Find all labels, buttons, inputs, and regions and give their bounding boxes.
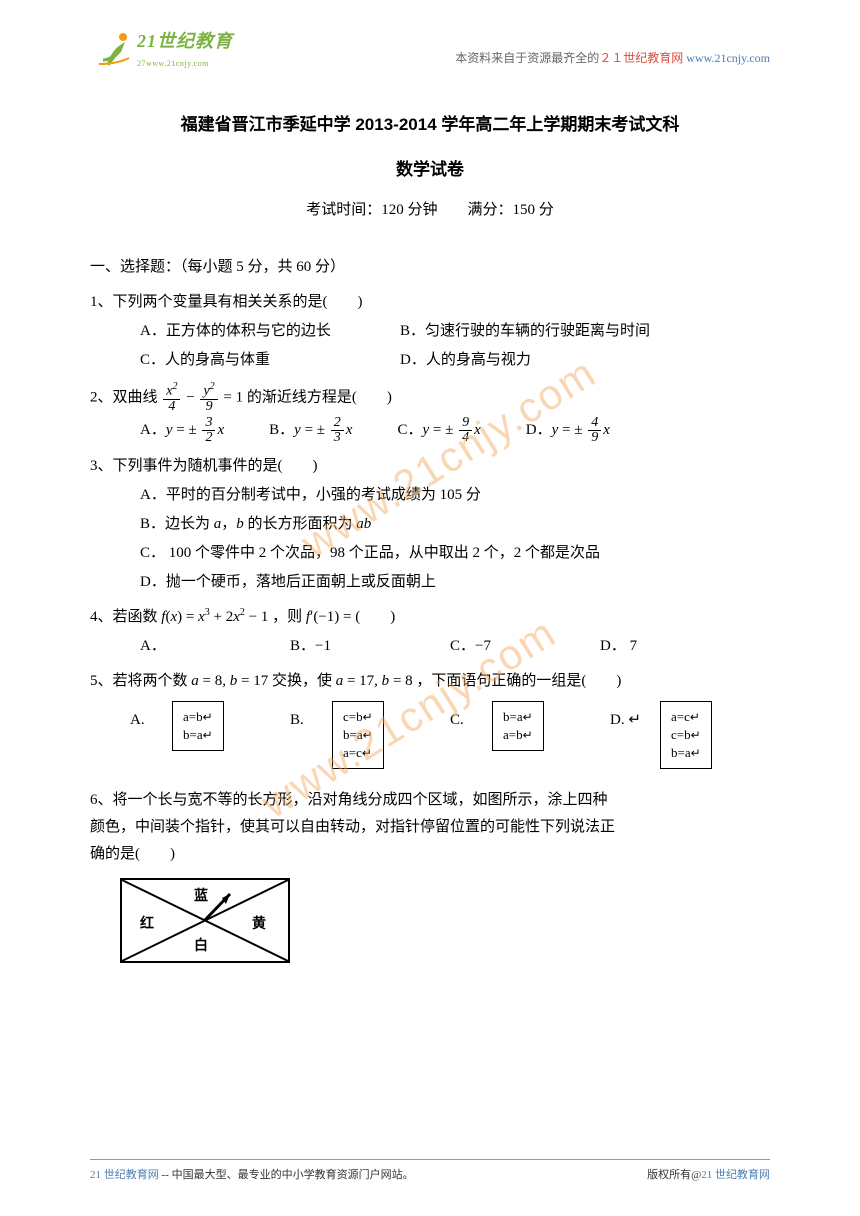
- logo-text-en: 27www.21cnjy.com: [137, 57, 233, 71]
- q5-label-c: C.: [450, 701, 492, 734]
- q5-box-b: c=b↵b=a↵a=c↵: [332, 701, 384, 770]
- header-logo: 21世纪教育 27www.21cnjy.com: [95, 25, 233, 72]
- q6-line2: 颜色，中间装个指针，使其可以自由转动，对指针停留位置的可能性下列说法正: [90, 814, 770, 841]
- question-6: 6、将一个长与宽不等的长方形，沿对角线分成四个区域，如图所示，涂上四种 颜色，中…: [90, 787, 770, 963]
- q4-opt-a: A．: [140, 633, 290, 660]
- exam-info: 考试时间：120 分钟 满分：150 分: [90, 197, 770, 224]
- q5-label-d: D. ↵: [610, 701, 660, 734]
- q5-label-a: A.: [130, 701, 172, 734]
- header-source: 本资料来自于资源最齐全的２１世纪教育网 www.21cnjy.com: [455, 48, 770, 70]
- q2-suffix: 的渐近线方程是( ): [247, 389, 392, 405]
- spinner-label-left: 红: [140, 912, 154, 937]
- q1-opt-b: B．匀速行驶的车辆的行驶距离与时间: [400, 318, 700, 345]
- q2-opt-b: B．y = ± 23x: [254, 416, 352, 445]
- footer-left-link[interactable]: 21 世纪教育网: [90, 1169, 159, 1181]
- q2-opt-d: D．y = ± 49x: [511, 416, 610, 445]
- footer-left-text: -- 中国最大型、最专业的中小学教育资源门户网站。: [159, 1169, 414, 1181]
- q4-stem: 4、若函数 f(x) = x3 + 2x2 − 1 ，则 f′(−1) = ( …: [90, 604, 770, 631]
- question-3: 3、下列事件为随机事件的是( ) A．平时的百分制考试中，小强的考试成绩为 10…: [90, 453, 770, 596]
- q5-options: A. a=b↵b=a↵ B. c=b↵b=a↵a=c↵ C. b=a↵a=b↵ …: [90, 701, 770, 770]
- footer-left: 21 世纪教育网 -- 中国最大型、最专业的中小学教育资源门户网站。: [90, 1166, 414, 1186]
- q5-box-c: b=a↵a=b↵: [492, 701, 544, 751]
- spinner-label-top: 蓝: [194, 884, 208, 909]
- q1-opt-a: A．正方体的体积与它的边长: [140, 318, 400, 345]
- footer: 21 世纪教育网 -- 中国最大型、最专业的中小学教育资源门户网站。 版权所有@…: [90, 1159, 770, 1186]
- question-2: 2、双曲线 x24 − y29 = 1 的渐近线方程是( ) A．y = ± 3…: [90, 382, 770, 445]
- footer-right-link[interactable]: 21 世纪教育网: [701, 1169, 770, 1181]
- q5-box-a: a=b↵b=a↵: [172, 701, 224, 751]
- question-1: 1、下列两个变量具有相关关系的是( ) A．正方体的体积与它的边长 B．匀速行驶…: [90, 289, 770, 374]
- spinner-label-bottom: 白: [194, 934, 208, 959]
- q3-stem: 3、下列事件为随机事件的是( ): [90, 453, 770, 480]
- q6-line3: 确的是( ): [90, 841, 770, 868]
- logo-text-cn: 21世纪教育: [137, 25, 233, 57]
- source-link[interactable]: www.21cnjy.com: [686, 51, 770, 65]
- q5-box-d: a=c↵c=b↵b=a↵: [660, 701, 712, 770]
- q5-label-b: B.: [290, 701, 332, 734]
- spinner-label-right: 黄: [252, 912, 266, 937]
- q4-opt-d: D． 7: [600, 633, 637, 660]
- q3-opt-b: B．边长为 a，b 的长方形面积为 ab: [140, 511, 371, 538]
- section-heading: 一、选择题：（每小题 5 分，共 60 分）: [90, 254, 770, 281]
- q4-prefix: 4、若函数: [90, 609, 161, 625]
- q4-opt-b: B．−1: [290, 633, 450, 660]
- q3-opt-d: D．抛一个硬币，落地后正面朝上或反面朝上: [140, 569, 436, 596]
- q2-opt-a: A．y = ± 32x: [140, 416, 224, 445]
- question-5: 5、若将两个数 a = 8, b = 17 交换，使 a = 17, b = 8…: [90, 668, 770, 770]
- q3-opt-c: C． 100 个零件中 2 个次品，98 个正品，从中取出 2 个，2 个都是次…: [140, 540, 600, 567]
- q5-stem: 5、若将两个数 a = 8, b = 17 交换，使 a = 17, b = 8…: [90, 668, 770, 695]
- page-title: 福建省晋江市季延中学 2013-2014 学年高二年上学期期末考试文科: [90, 110, 770, 141]
- q6-line1: 6、将一个长与宽不等的长方形，沿对角线分成四个区域，如图所示，涂上四种: [90, 787, 770, 814]
- q2-prefix: 2、双曲线: [90, 389, 158, 405]
- q2-stem: 2、双曲线 x24 − y29 = 1 的渐近线方程是( ): [90, 382, 770, 414]
- spinner-figure: 蓝 红 黄 白: [120, 878, 290, 963]
- q1-stem: 1、下列两个变量具有相关关系的是( ): [90, 289, 770, 316]
- source-text: 本资料来自于资源最齐全的: [455, 51, 599, 65]
- q2-opt-c: C．y = ± 94x: [382, 416, 480, 445]
- footer-right-text: 版权所有@: [647, 1169, 701, 1181]
- question-4: 4、若函数 f(x) = x3 + 2x2 − 1 ，则 f′(−1) = ( …: [90, 604, 770, 660]
- q4-opt-c: C．−7: [450, 633, 600, 660]
- footer-right: 版权所有@21 世纪教育网: [647, 1166, 770, 1186]
- q1-opt-d: D．人的身高与视力: [400, 347, 700, 374]
- q3-opt-a: A．平时的百分制考试中，小强的考试成绩为 105 分: [140, 482, 481, 509]
- q1-opt-c: C．人的身高与体重: [140, 347, 400, 374]
- page-subtitle: 数学试卷: [90, 155, 770, 186]
- logo-runner-icon: [95, 28, 135, 68]
- source-highlight: ２１世纪教育网: [599, 51, 683, 65]
